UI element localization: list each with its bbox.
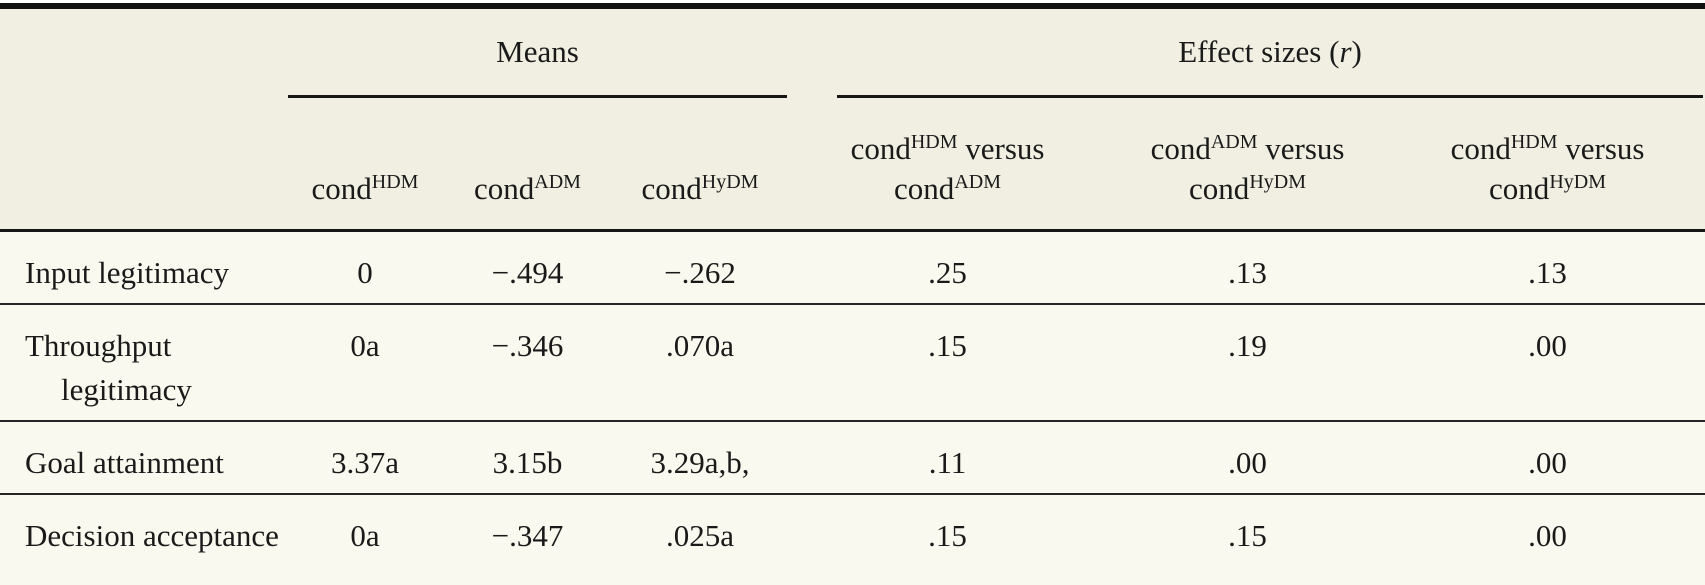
cell-value: −.494 bbox=[445, 230, 610, 305]
effect-sizes-spanner-cell: Effect sizes (r) bbox=[790, 6, 1705, 98]
spanner-row: Means Effect sizes (r) bbox=[0, 6, 1705, 98]
two-line-header: condHDM versus condHyDM bbox=[1451, 129, 1645, 209]
cell-value: .13 bbox=[1390, 230, 1705, 305]
cell-value: −.346 bbox=[445, 304, 610, 422]
versus-text: versus bbox=[1257, 131, 1345, 166]
header-line-2: condADM bbox=[894, 171, 1001, 206]
table-row-goal-attainment: Goal attainment 3.37a 3.15b 3.29a,b, .11… bbox=[0, 421, 1705, 495]
row-label: Decision acceptance bbox=[25, 518, 279, 553]
table-body: Input legitimacy 0 −.494 −.262 .25 .13 .… bbox=[0, 230, 1705, 585]
cell-value: .00 bbox=[1390, 494, 1705, 585]
means-spanner-label: Means bbox=[496, 34, 579, 69]
cell-value: −.347 bbox=[445, 494, 610, 585]
col-header-base: cond bbox=[894, 171, 955, 206]
superscript: HyDM bbox=[701, 171, 759, 193]
row-label-cell: Throughput legitimacy bbox=[0, 304, 285, 422]
cell-value: 3.29a,b, bbox=[610, 421, 791, 495]
table-header: Means Effect sizes (r) condHDM condADM c… bbox=[0, 6, 1705, 232]
means-spanner-cell: Means bbox=[285, 6, 791, 98]
cell-value: 0a bbox=[285, 304, 445, 422]
col-header-hdm-vs-hydm: condHDM versus condHyDM bbox=[1390, 98, 1705, 232]
row-label: Throughput legitimacy bbox=[25, 328, 192, 407]
col-header-cond-hydm: condHyDM bbox=[610, 98, 791, 232]
cell-value: .025a bbox=[610, 494, 791, 585]
cell-value: .15 bbox=[1105, 494, 1391, 585]
cell-value: 0 bbox=[285, 230, 445, 305]
versus-text: versus bbox=[1557, 131, 1645, 166]
table-row-input-legitimacy: Input legitimacy 0 −.494 −.262 .25 .13 .… bbox=[0, 230, 1705, 305]
col-header-base: cond bbox=[1450, 131, 1511, 166]
header-line-2: condHyDM bbox=[1489, 171, 1606, 206]
cell-value: .00 bbox=[1390, 304, 1705, 422]
col-header-base: cond bbox=[1189, 171, 1250, 206]
cell-value: −.262 bbox=[610, 230, 791, 305]
means-spanner-rule: Means bbox=[288, 9, 788, 98]
col-header-base: cond bbox=[311, 171, 372, 206]
row-label-cell: Input legitimacy bbox=[0, 230, 285, 305]
superscript: HDM bbox=[1510, 131, 1558, 153]
cell-value: 3.15b bbox=[445, 421, 610, 495]
header-line-1: condHDM versus bbox=[851, 131, 1045, 166]
cell-value: 0a bbox=[285, 494, 445, 585]
cell-value: .19 bbox=[1105, 304, 1391, 422]
results-table: Means Effect sizes (r) condHDM condADM c… bbox=[0, 3, 1705, 585]
two-line-header: condADM versus condHyDM bbox=[1151, 129, 1345, 209]
two-line-header: condHDM versus condADM bbox=[851, 129, 1045, 209]
header-line-2: condHyDM bbox=[1189, 171, 1306, 206]
cell-value: .070a bbox=[610, 304, 791, 422]
cell-value: 3.37a bbox=[285, 421, 445, 495]
col-header-adm-vs-hydm: condADM versus condHyDM bbox=[1105, 98, 1391, 232]
col-header-hdm-vs-adm: condHDM versus condADM bbox=[790, 98, 1106, 232]
row-label: Input legitimacy bbox=[25, 255, 230, 290]
stub-cell bbox=[0, 98, 285, 232]
table-row-decision-acceptance: Decision acceptance 0a −.347 .025a .15 .… bbox=[0, 494, 1705, 585]
cell-value: .00 bbox=[1105, 421, 1391, 495]
superscript: ADM bbox=[1210, 131, 1258, 153]
col-header-base: cond bbox=[850, 131, 911, 166]
row-label: Goal attainment bbox=[25, 445, 224, 480]
header-line-1: condADM versus bbox=[1151, 131, 1345, 166]
effect-sizes-spanner-label: Effect sizes (r) bbox=[1178, 34, 1362, 70]
cell-value: .11 bbox=[790, 421, 1106, 495]
cell-value: .15 bbox=[790, 494, 1106, 585]
col-header-base: cond bbox=[1150, 131, 1211, 166]
effect-sizes-spanner-rule: Effect sizes (r) bbox=[837, 9, 1704, 98]
header-line-1: condHDM versus bbox=[1451, 131, 1645, 166]
superscript: HDM bbox=[910, 131, 958, 153]
col-header-cond-adm: condADM bbox=[445, 98, 610, 232]
col-header-base: cond bbox=[474, 171, 535, 206]
cell-value: .25 bbox=[790, 230, 1106, 305]
superscript: HyDM bbox=[1249, 171, 1306, 193]
cell-value: .15 bbox=[790, 304, 1106, 422]
column-header-row: condHDM condADM condHyDM condHDM versus … bbox=[0, 98, 1705, 232]
row-label-cell: Decision acceptance bbox=[0, 494, 285, 585]
superscript: HDM bbox=[371, 171, 419, 193]
col-header-cond-hdm: condHDM bbox=[285, 98, 445, 232]
cell-value: .13 bbox=[1105, 230, 1391, 305]
stub-cell bbox=[0, 6, 285, 98]
col-header-base: cond bbox=[1489, 171, 1550, 206]
superscript: ADM bbox=[534, 171, 581, 193]
versus-text: versus bbox=[957, 131, 1045, 166]
effect-label-r: r bbox=[1339, 34, 1352, 69]
col-header-base: cond bbox=[641, 171, 702, 206]
superscript: ADM bbox=[954, 171, 1001, 193]
superscript: HyDM bbox=[1549, 171, 1606, 193]
table-row-throughput-legitimacy: Throughput legitimacy 0a −.346 .070a .15… bbox=[0, 304, 1705, 422]
effect-label-pre: Effect sizes ( bbox=[1178, 34, 1340, 69]
cell-value: .00 bbox=[1390, 421, 1705, 495]
row-label-cell: Goal attainment bbox=[0, 421, 285, 495]
effect-label-post: ) bbox=[1351, 34, 1362, 69]
